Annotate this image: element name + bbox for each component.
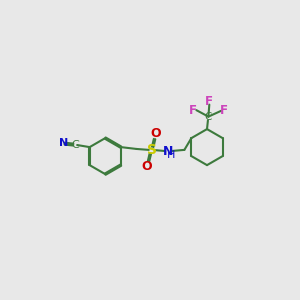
Text: F: F bbox=[189, 104, 197, 117]
Text: O: O bbox=[142, 160, 152, 173]
Text: N: N bbox=[59, 138, 68, 148]
Text: N: N bbox=[163, 145, 173, 158]
Text: F: F bbox=[220, 104, 228, 117]
Text: F: F bbox=[205, 95, 213, 108]
Text: O: O bbox=[151, 127, 161, 140]
Text: C: C bbox=[205, 112, 212, 122]
Text: C: C bbox=[71, 140, 79, 150]
Text: H: H bbox=[167, 150, 176, 161]
Text: S: S bbox=[147, 143, 157, 157]
